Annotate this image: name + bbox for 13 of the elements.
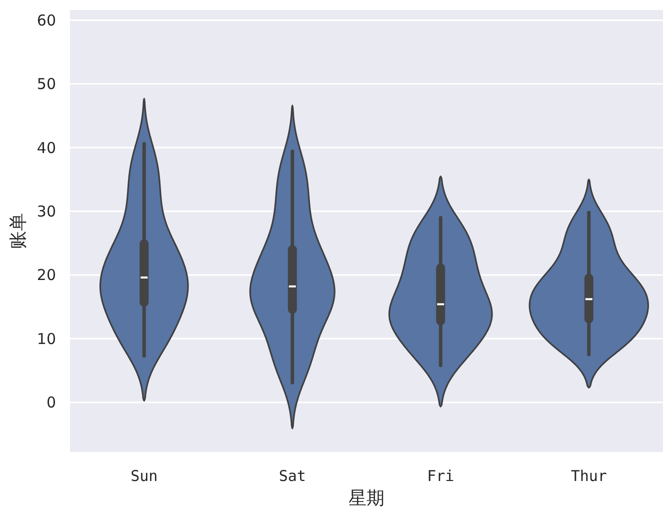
x-tick-label: Sun	[130, 467, 158, 485]
x-tick-label: Thur	[570, 467, 607, 485]
y-tick-label: 20	[36, 266, 56, 284]
y-tick-label: 60	[36, 11, 56, 30]
y-tick-label: 10	[36, 330, 56, 348]
x-tick-label: Sat	[278, 467, 306, 485]
y-axis-title: 账单	[8, 213, 29, 249]
x-tick-label: Fri	[427, 467, 454, 485]
y-tick-label: 30	[36, 202, 56, 221]
y-tick-label: 40	[36, 138, 56, 157]
x-axis-title: 星期	[348, 488, 384, 509]
y-tick-label: 50	[36, 75, 56, 94]
y-tick-label: 0	[46, 394, 56, 412]
